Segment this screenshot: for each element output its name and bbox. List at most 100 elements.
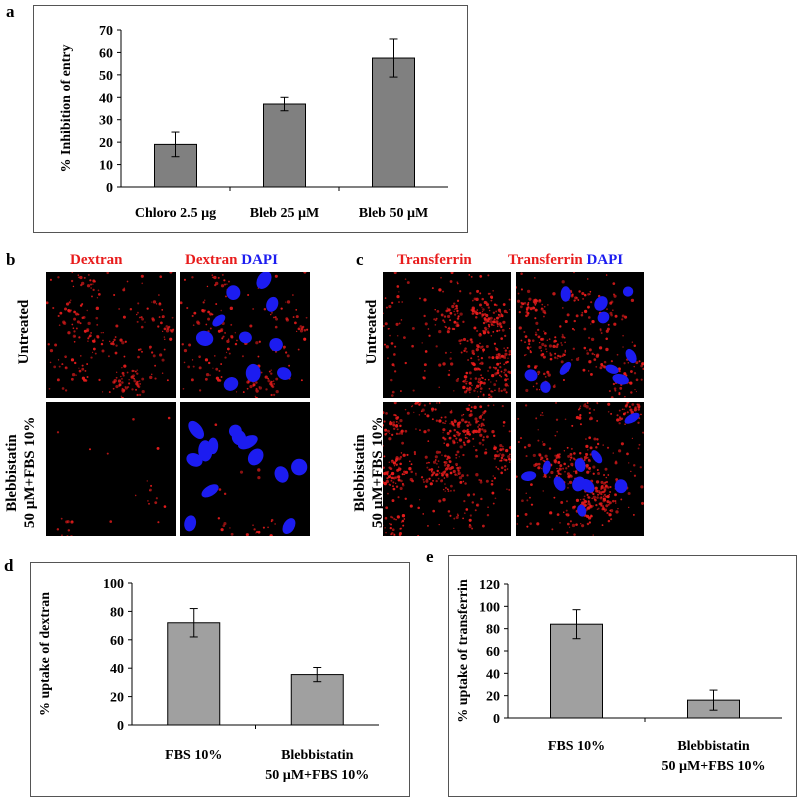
- red-puncta: [597, 469, 599, 471]
- red-puncta: [270, 369, 272, 371]
- red-puncta: [71, 272, 73, 273]
- red-puncta: [424, 370, 426, 372]
- red-puncta: [642, 432, 644, 434]
- red-puncta: [603, 474, 605, 476]
- red-puncta: [396, 486, 398, 488]
- red-puncta: [482, 311, 483, 312]
- red-puncta: [535, 463, 538, 466]
- red-puncta: [444, 477, 446, 479]
- red-puncta: [568, 465, 570, 467]
- red-puncta: [494, 477, 496, 479]
- red-puncta: [596, 496, 599, 499]
- red-puncta: [58, 315, 60, 317]
- red-puncta: [469, 524, 471, 526]
- red-puncta: [505, 383, 508, 386]
- red-puncta: [478, 378, 481, 381]
- red-puncta: [264, 308, 266, 310]
- dapi-nucleus: [246, 364, 261, 382]
- red-puncta: [388, 328, 390, 330]
- red-puncta: [399, 419, 402, 422]
- red-puncta: [588, 316, 591, 319]
- red-puncta: [404, 518, 406, 520]
- red-puncta: [438, 364, 441, 367]
- red-puncta: [78, 336, 80, 338]
- red-puncta: [431, 410, 433, 412]
- red-puncta: [122, 288, 125, 291]
- red-puncta: [218, 517, 220, 519]
- dapi-nucleus: [253, 272, 274, 292]
- red-puncta: [74, 362, 76, 364]
- red-puncta: [556, 468, 557, 469]
- red-puncta: [109, 341, 111, 343]
- red-puncta: [491, 374, 494, 377]
- red-puncta: [432, 418, 434, 420]
- red-puncta: [471, 276, 473, 278]
- red-puncta: [535, 417, 537, 419]
- red-puncta: [610, 314, 613, 317]
- red-puncta: [46, 301, 49, 304]
- red-puncta: [87, 337, 89, 339]
- red-puncta: [425, 480, 428, 483]
- red-puncta: [446, 443, 449, 446]
- red-puncta: [120, 376, 121, 377]
- red-puncta: [585, 438, 587, 440]
- red-puncta: [467, 359, 469, 361]
- red-puncta: [92, 280, 95, 283]
- red-puncta: [580, 423, 582, 425]
- red-puncta: [473, 326, 476, 329]
- red-puncta: [594, 354, 596, 356]
- red-puncta: [538, 346, 541, 349]
- red-puncta: [525, 335, 528, 338]
- red-puncta: [464, 375, 467, 378]
- red-puncta: [136, 394, 138, 396]
- red-puncta: [450, 362, 453, 365]
- red-puncta: [497, 468, 499, 470]
- red-puncta: [387, 357, 389, 359]
- red-puncta: [457, 422, 460, 425]
- red-puncta: [617, 354, 619, 356]
- red-puncta: [606, 512, 608, 514]
- red-puncta: [487, 405, 489, 407]
- red-puncta: [493, 404, 494, 405]
- red-puncta: [485, 449, 487, 451]
- red-puncta: [58, 359, 59, 360]
- red-puncta: [557, 513, 560, 516]
- red-puncta: [587, 502, 590, 505]
- red-puncta: [457, 450, 460, 453]
- red-puncta: [113, 294, 115, 296]
- y-tick-label: 0: [493, 712, 500, 727]
- red-puncta: [151, 374, 152, 375]
- red-puncta: [430, 482, 433, 485]
- red-puncta: [475, 455, 478, 458]
- red-puncta: [499, 322, 502, 325]
- red-puncta: [130, 308, 132, 310]
- red-puncta: [534, 277, 536, 279]
- red-puncta: [509, 309, 510, 310]
- red-puncta: [102, 391, 103, 392]
- red-puncta: [469, 292, 471, 294]
- red-puncta: [496, 354, 498, 356]
- red-puncta: [590, 446, 593, 449]
- red-puncta: [224, 284, 226, 286]
- red-puncta: [393, 461, 396, 464]
- red-puncta: [98, 293, 101, 296]
- red-puncta: [602, 365, 604, 367]
- red-puncta: [226, 340, 229, 343]
- red-puncta: [444, 464, 447, 467]
- red-puncta: [57, 528, 59, 530]
- red-puncta: [583, 369, 586, 372]
- red-puncta: [458, 340, 461, 343]
- red-puncta: [444, 438, 447, 441]
- red-puncta: [634, 345, 637, 348]
- red-puncta: [454, 429, 456, 431]
- red-puncta: [588, 459, 591, 462]
- red-puncta: [204, 309, 206, 311]
- red-puncta: [503, 363, 505, 365]
- dapi-nucleus: [558, 360, 574, 377]
- red-puncta: [436, 463, 438, 465]
- red-puncta: [106, 272, 109, 274]
- red-puncta: [222, 336, 224, 338]
- red-puncta: [438, 460, 440, 462]
- red-puncta: [442, 422, 444, 424]
